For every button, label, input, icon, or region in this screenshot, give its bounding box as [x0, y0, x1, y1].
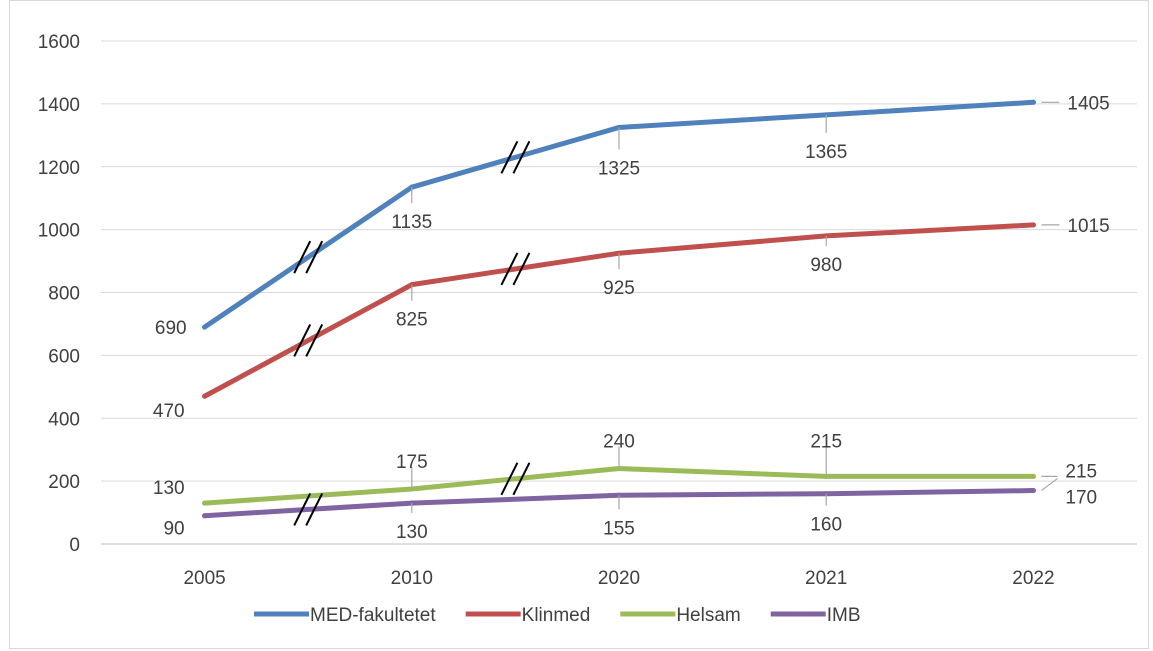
x-tick-label: 2005: [183, 568, 225, 589]
data-label: 90: [163, 519, 184, 540]
data-label: 215: [810, 431, 842, 452]
data-label: 925: [603, 278, 635, 299]
y-tick-label: 1400: [38, 95, 80, 116]
series-line-klinmed: [202, 222, 1036, 399]
data-point: [202, 513, 208, 519]
x-tick-label: 2021: [805, 568, 847, 589]
axis-break-marker: [305, 240, 324, 274]
y-tick-label: 600: [48, 346, 80, 367]
data-point: [1030, 488, 1036, 494]
data-label: 215: [1065, 461, 1097, 482]
axis-break-marker: [305, 323, 324, 357]
data-point: [1030, 99, 1036, 105]
data-label: 240: [603, 432, 635, 453]
data-label: 1135: [391, 212, 432, 233]
y-tick-label: 1600: [38, 32, 80, 53]
legend-label: Helsam: [676, 605, 740, 626]
axis-break-marker: [293, 240, 312, 274]
data-point: [1030, 473, 1036, 479]
legend-label: IMB: [827, 605, 861, 626]
data-label: 130: [153, 478, 185, 499]
legend-label: Klinmed: [522, 605, 591, 626]
y-tick-label: 400: [48, 409, 80, 430]
data-label: 825: [396, 310, 428, 331]
data-label: 690: [155, 318, 187, 339]
legend-label: MED-fakultetet: [310, 605, 436, 626]
data-label: 470: [153, 401, 185, 422]
y-tick-label: 200: [48, 472, 80, 493]
axis-break-marker: [500, 140, 519, 174]
data-label: 130: [396, 522, 428, 543]
axis-break-marker: [500, 252, 519, 286]
data-label: 170: [1065, 488, 1097, 509]
data-label: 1405: [1067, 93, 1109, 114]
axis-break-marker: [305, 492, 324, 526]
axis-break-marker: [512, 462, 531, 496]
data-label: 1015: [1067, 216, 1109, 237]
data-label: 155: [603, 518, 635, 539]
data-point: [1030, 222, 1036, 228]
data-label: 1365: [805, 142, 847, 163]
axis-break-marker: [293, 323, 312, 357]
data-label: 175: [396, 452, 428, 473]
x-tick-label: 2022: [1012, 568, 1054, 589]
data-label: 1325: [598, 158, 640, 179]
y-tick-label: 800: [48, 284, 80, 305]
y-tick-label: 0: [69, 535, 80, 556]
y-tick-label: 1000: [38, 221, 80, 242]
axis-break-marker: [293, 492, 312, 526]
data-label-leader: [1041, 478, 1058, 492]
axis-break-marker: [512, 140, 531, 174]
data-label: 980: [810, 255, 842, 276]
x-tick-label: 2020: [598, 568, 640, 589]
data-point: [202, 500, 208, 506]
axis-break-marker: [500, 462, 519, 496]
x-tick-label: 2010: [391, 568, 433, 589]
data-point: [202, 393, 208, 399]
data-point: [202, 324, 208, 330]
data-label: 160: [810, 515, 842, 536]
y-tick-label: 1200: [38, 158, 80, 179]
axis-break-marker: [512, 252, 531, 286]
